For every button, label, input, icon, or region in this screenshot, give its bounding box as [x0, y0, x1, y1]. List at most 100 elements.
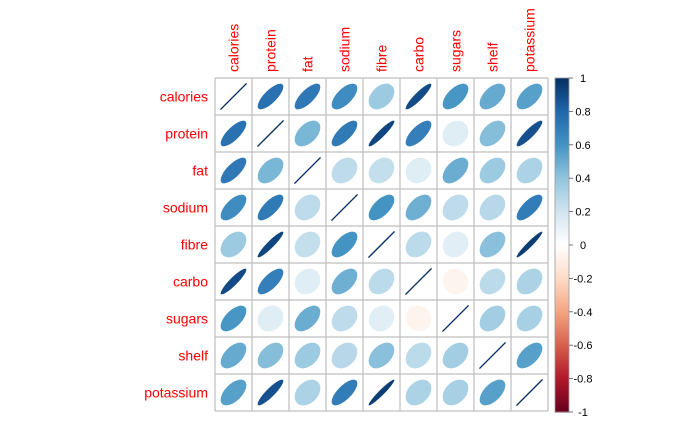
- color-step: [555, 128, 569, 131]
- color-step: [555, 303, 569, 306]
- color-step: [555, 184, 569, 188]
- correlation-ellipse: [368, 157, 395, 184]
- correlation-ellipse: [516, 231, 543, 258]
- cell-protein-sugars: [442, 120, 469, 147]
- color-step: [555, 396, 569, 400]
- correlation-ellipse: [479, 83, 506, 110]
- row-label-shelf: shelf: [178, 348, 208, 364]
- tick-label: -1: [578, 407, 588, 419]
- color-step: [555, 111, 569, 114]
- color-step: [555, 103, 569, 106]
- color-step: [555, 265, 569, 268]
- color-step: [555, 188, 569, 191]
- color-step: [555, 408, 569, 411]
- cell-potassium-sodium: [331, 379, 358, 406]
- color-step: [555, 410, 569, 413]
- color-step: [555, 346, 569, 350]
- color-step: [555, 199, 569, 203]
- color-step: [555, 108, 569, 111]
- correlation-ellipse: [257, 305, 284, 332]
- cell-sodium-fibre: [368, 194, 395, 221]
- color-step: [555, 371, 569, 375]
- correlation-ellipse: [294, 231, 321, 258]
- diagonal-mark: [441, 304, 470, 333]
- correlation-ellipse: [479, 231, 506, 258]
- cell-calories-fat: [294, 83, 321, 110]
- color-step: [555, 358, 569, 361]
- correlation-ellipse: [405, 83, 432, 110]
- column-label-fat: fat: [300, 56, 316, 72]
- color-step: [555, 295, 569, 298]
- color-step: [555, 275, 569, 278]
- correlation-ellipse: [331, 231, 358, 258]
- correlation-ellipse: [220, 194, 247, 221]
- color-step: [555, 286, 569, 290]
- cell-fibre-calories: [220, 231, 247, 258]
- color-step: [555, 356, 569, 360]
- cell-carbo-sugars: [442, 268, 469, 295]
- color-step: [555, 246, 569, 249]
- correlation-ellipse: [257, 157, 284, 184]
- color-step: [555, 258, 569, 261]
- color-step: [555, 383, 569, 386]
- row-label-calories: calories: [160, 89, 208, 105]
- color-step: [555, 141, 569, 144]
- cell-sodium-protein: [257, 194, 284, 221]
- color-step: [555, 211, 569, 214]
- color-step: [555, 196, 569, 199]
- row-label-sodium: sodium: [163, 200, 208, 216]
- diagonal-mark: [367, 230, 396, 259]
- cell-sodium-carbo: [405, 194, 432, 221]
- cell-protein-protein: [256, 119, 285, 148]
- color-step: [555, 251, 569, 254]
- cell-potassium-shelf: [479, 379, 506, 406]
- cell-sodium-sugars: [442, 194, 469, 221]
- tick-label: 0.2: [575, 207, 590, 219]
- color-step: [555, 143, 569, 146]
- color-step: [555, 368, 569, 371]
- color-step: [555, 365, 569, 368]
- cell-sugars-fat: [294, 305, 321, 332]
- cell-calories-calories: [219, 82, 248, 111]
- color-step: [555, 218, 569, 221]
- cell-potassium-carbo: [405, 379, 432, 406]
- color-step: [555, 296, 569, 300]
- color-step: [555, 376, 569, 380]
- color-step: [555, 93, 569, 96]
- correlation-ellipse: [331, 268, 358, 295]
- correlation-ellipse: [405, 342, 432, 369]
- color-step: [555, 370, 569, 373]
- cell-shelf-calories: [220, 342, 247, 369]
- cell-potassium-sugars: [442, 379, 469, 406]
- row-label-protein: protein: [165, 126, 208, 142]
- color-step: [555, 203, 569, 206]
- cell-calories-fibre: [368, 83, 395, 110]
- color-step: [555, 325, 569, 328]
- color-step: [555, 123, 569, 126]
- cell-fat-fibre: [368, 157, 395, 184]
- color-step: [555, 285, 569, 288]
- cell-protein-shelf: [479, 120, 506, 147]
- cell-shelf-fat: [294, 342, 321, 369]
- color-step: [555, 174, 569, 178]
- color-step: [555, 270, 569, 273]
- color-step: [555, 166, 569, 169]
- color-step: [555, 281, 569, 285]
- color-step: [555, 159, 569, 163]
- color-step: [555, 154, 569, 158]
- diagonal-mark: [404, 267, 433, 296]
- color-step: [555, 83, 569, 86]
- correlation-ellipse: [368, 342, 395, 369]
- grid-lines: [214, 77, 549, 412]
- correlation-ellipse: [368, 379, 395, 406]
- color-step: [555, 81, 569, 84]
- color-step: [555, 316, 569, 320]
- color-step: [555, 288, 569, 291]
- color-step: [555, 193, 569, 196]
- color-step: [555, 300, 569, 303]
- tick-label: 0: [580, 240, 586, 252]
- column-label-shelf: shelf: [485, 42, 501, 72]
- color-step: [555, 146, 569, 149]
- color-step: [555, 89, 569, 92]
- correlation-ellipse: [516, 120, 543, 147]
